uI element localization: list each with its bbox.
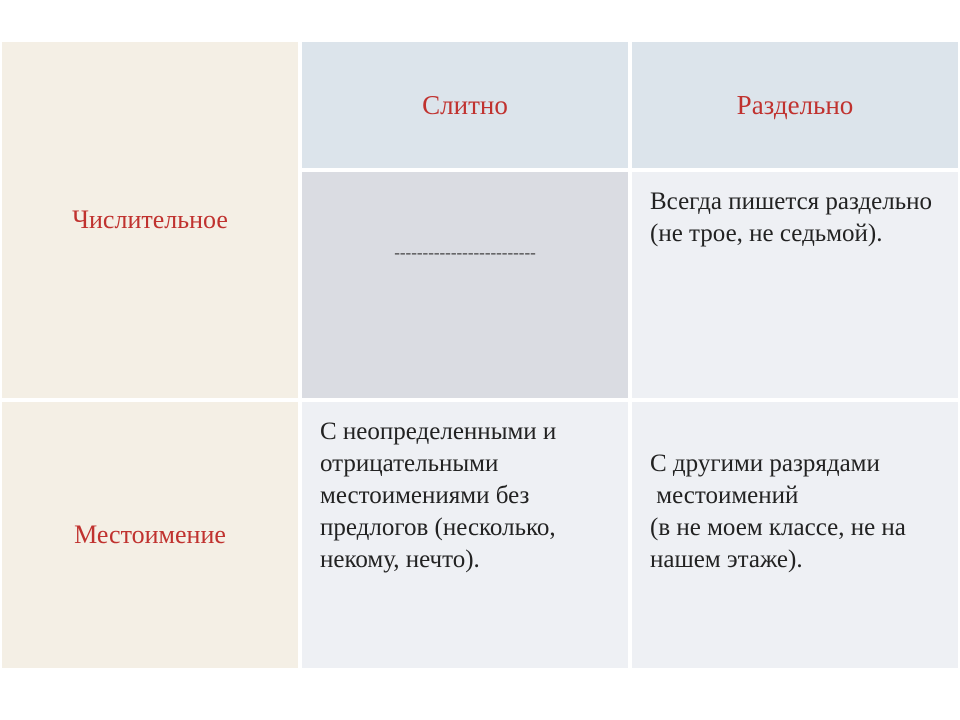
cell-text: С неопределенными и отрицательными место… — [320, 418, 556, 573]
cell-text: Всегда пишется раздельно (не трое, не се… — [650, 188, 932, 247]
row-label-pronoun: Местоимение — [0, 400, 300, 670]
cell-pronoun-separate: С другими разрядами местоимений (в не мо… — [630, 400, 960, 670]
row-label-text: Числительное — [72, 203, 228, 236]
grammar-table: Числительное Слитно Раздельно ----------… — [0, 40, 960, 670]
cell-text: С другими разрядами местоимений (в не мо… — [650, 450, 906, 573]
cell-numeral-together: ------------------------- — [300, 170, 630, 400]
row-label-numeral: Числительное — [0, 40, 300, 400]
cell-text: ------------------------- — [394, 242, 536, 264]
cell-numeral-separate: Всегда пишется раздельно (не трое, не се… — [630, 170, 960, 400]
column-header-together: Слитно — [300, 40, 630, 170]
column-header-separate: Раздельно — [630, 40, 960, 170]
row-label-text: Местоимение — [74, 518, 226, 551]
column-header-text: Слитно — [422, 88, 508, 123]
column-header-text: Раздельно — [737, 88, 854, 123]
cell-pronoun-together: С неопределенными и отрицательными место… — [300, 400, 630, 670]
